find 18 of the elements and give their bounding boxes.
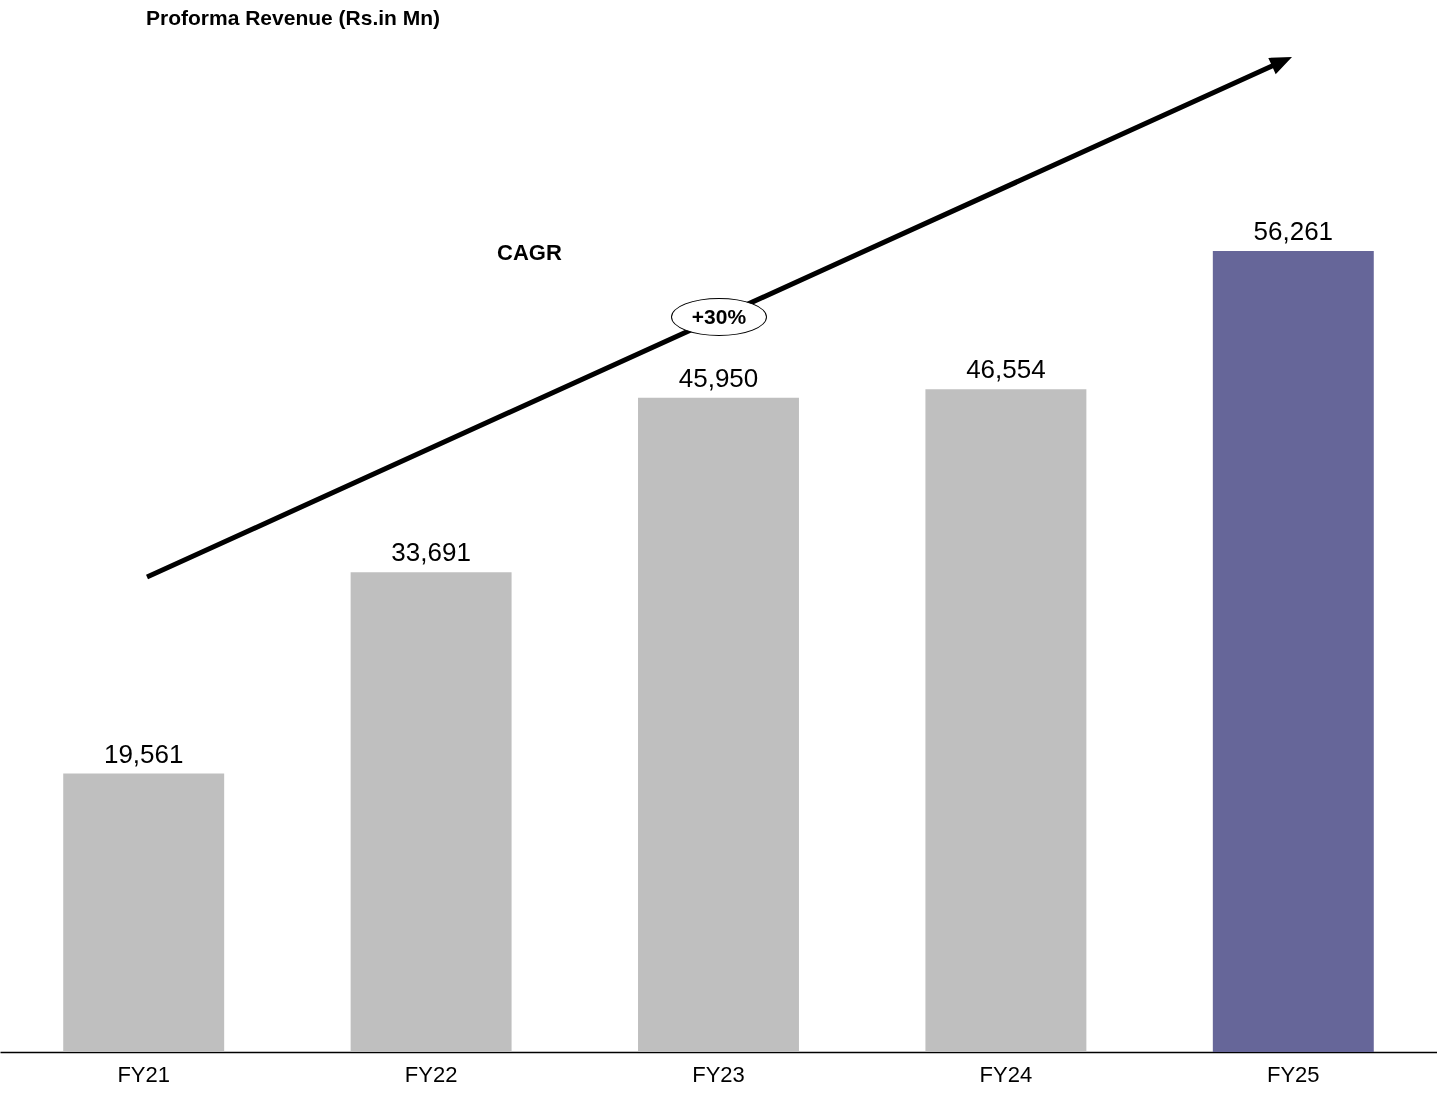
data-label: 56,261: [1253, 216, 1334, 246]
annotation: CAGR: [497, 240, 562, 266]
annotation: +30%: [671, 298, 767, 336]
bar: [925, 389, 1087, 1052]
bar: [1212, 251, 1374, 1052]
x-tick-label: FY23: [692, 1061, 745, 1087]
bar: [350, 572, 512, 1052]
data-label: 33,691: [391, 537, 471, 568]
chart-title: Proforma Revenue (Rs.in Mn): [146, 6, 441, 29]
x-tick-label: FY22: [404, 1061, 458, 1087]
bar: [638, 397, 799, 1052]
data-label: 46,554: [966, 354, 1046, 385]
bar: [63, 773, 225, 1052]
data-label: 45,950: [678, 362, 759, 393]
x-tick-label: FY25: [1267, 1061, 1320, 1087]
x-tick-label: FY21: [117, 1061, 170, 1087]
x-tick-label: FY24: [979, 1061, 1033, 1087]
data-label: 19,561: [103, 738, 184, 769]
